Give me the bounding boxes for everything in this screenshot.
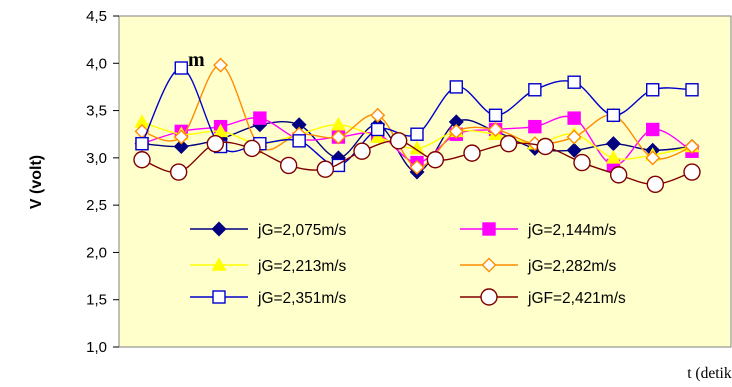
data-point bbox=[173, 139, 189, 154]
y-tick-label: 2,5 bbox=[86, 197, 107, 214]
data-point bbox=[646, 122, 660, 137]
data-point bbox=[646, 175, 665, 194]
data-point bbox=[528, 83, 542, 97]
legend-label: jG=2,351m/s bbox=[257, 290, 347, 307]
legend-marker bbox=[481, 257, 497, 273]
data-point bbox=[133, 151, 151, 169]
data-point bbox=[463, 144, 481, 162]
data-point bbox=[253, 111, 267, 125]
data-point bbox=[606, 108, 621, 123]
legend-marker bbox=[211, 257, 227, 271]
data-point bbox=[567, 75, 581, 89]
legend-label: jG=2,075m/s bbox=[257, 222, 347, 239]
data-point bbox=[243, 139, 261, 158]
y-tick-label: 2,0 bbox=[86, 244, 107, 261]
data-point bbox=[213, 123, 229, 138]
legend-item: jG=2,282m/s bbox=[460, 257, 617, 275]
data-point bbox=[605, 150, 621, 164]
data-point bbox=[499, 134, 518, 153]
legend: jG=2,075m/s jG=2,144m/s jG=2,213m/s jG=2,28… bbox=[190, 221, 626, 307]
data-point bbox=[683, 163, 701, 181]
data-point bbox=[409, 159, 425, 175]
data-point bbox=[316, 160, 335, 178]
y-tick-label: 3,0 bbox=[86, 150, 107, 167]
legend-item: jG=2,144m/s bbox=[460, 222, 617, 239]
data-point bbox=[371, 122, 385, 137]
series-group bbox=[133, 57, 701, 194]
data-point bbox=[573, 153, 591, 172]
legend-label: jG=2,144m/s bbox=[527, 222, 617, 239]
legend-item: jGF=2,421m/s bbox=[460, 288, 626, 307]
data-point bbox=[370, 129, 386, 143]
data-point bbox=[169, 163, 188, 181]
data-point bbox=[528, 119, 542, 134]
data-point bbox=[609, 166, 628, 184]
data-point bbox=[279, 156, 298, 175]
legend-label: jG=2,213m/s bbox=[257, 258, 347, 275]
data-point bbox=[536, 137, 555, 156]
series-6 bbox=[133, 132, 701, 194]
data-point bbox=[645, 150, 661, 166]
chart-annotation: m bbox=[188, 49, 205, 71]
y-tick-label: 4,5 bbox=[86, 8, 107, 25]
data-point bbox=[389, 132, 408, 150]
y-tick-label: 1,5 bbox=[86, 292, 107, 309]
data-point bbox=[353, 142, 371, 160]
legend-marker bbox=[211, 221, 227, 237]
data-point bbox=[566, 142, 582, 158]
legend-item: jG=2,351m/s bbox=[190, 290, 347, 307]
data-point bbox=[206, 134, 225, 153]
y-tick-label: 1,0 bbox=[86, 339, 107, 356]
y-tick-label: 4,0 bbox=[86, 55, 107, 72]
data-point bbox=[448, 123, 464, 139]
y-axis-label: V (volt) bbox=[28, 155, 45, 209]
legend-box bbox=[184, 206, 704, 314]
data-point bbox=[646, 83, 660, 97]
data-point bbox=[488, 108, 503, 123]
data-point bbox=[135, 136, 149, 151]
series-line bbox=[141, 64, 693, 169]
data-point bbox=[567, 111, 581, 125]
y-axis: 1,0 1,5 2,0 2,5 3,0 3,5 4,0 4,5 bbox=[86, 8, 119, 356]
x-axis-label: t (detik) bbox=[687, 365, 732, 382]
data-point bbox=[684, 139, 700, 154]
legend-marker bbox=[480, 288, 498, 306]
data-point bbox=[449, 80, 463, 94]
data-point bbox=[213, 57, 229, 73]
data-point bbox=[292, 134, 306, 148]
data-point bbox=[174, 61, 188, 75]
data-point bbox=[566, 129, 582, 145]
data-point bbox=[173, 129, 189, 145]
legend-marker bbox=[212, 290, 226, 304]
data-point bbox=[370, 107, 386, 123]
data-point bbox=[685, 83, 699, 97]
data-point bbox=[330, 129, 346, 145]
legend-item: jG=2,075m/s bbox=[190, 221, 347, 239]
data-point bbox=[426, 151, 445, 169]
series-line bbox=[141, 139, 693, 186]
y-tick-label: 3,5 bbox=[86, 103, 107, 120]
legend-label: jGF=2,421m/s bbox=[527, 290, 626, 307]
data-point bbox=[488, 121, 504, 137]
legend-label: jG=2,282m/s bbox=[527, 258, 617, 275]
legend-marker bbox=[482, 222, 496, 236]
data-point bbox=[410, 127, 424, 141]
legend-item: jG=2,213m/s bbox=[190, 257, 347, 275]
